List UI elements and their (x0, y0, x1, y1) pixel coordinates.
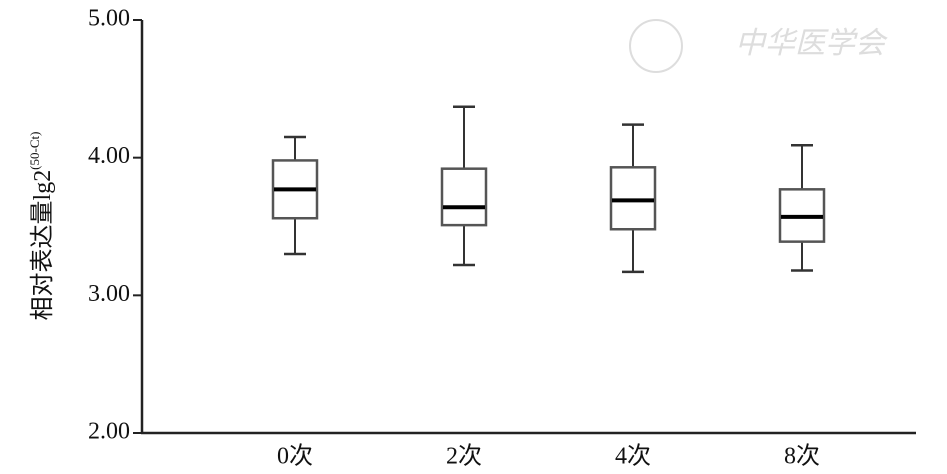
x-tick-label: 4次 (615, 443, 651, 470)
y-label-main: 相对表达量lg2 (29, 170, 56, 321)
y-tick-label: 4.00 (88, 143, 130, 169)
x-tick-label: 8次 (784, 443, 820, 470)
y-axis-label: 相对表达量lg2(50-Ct) (27, 132, 56, 321)
box (609, 166, 657, 231)
x-tick-label: 0次 (277, 443, 313, 470)
y-label-sup: (50-Ct) (27, 132, 42, 170)
watermark: 中华医学会 (735, 27, 888, 60)
watermark-logo (629, 19, 683, 73)
y-tick-label: 5.00 (88, 6, 130, 32)
y-tick-label: 2.00 (88, 419, 130, 445)
box (440, 167, 488, 227)
x-tick-label: 2次 (446, 443, 482, 470)
y-tick-label: 3.00 (88, 281, 130, 307)
